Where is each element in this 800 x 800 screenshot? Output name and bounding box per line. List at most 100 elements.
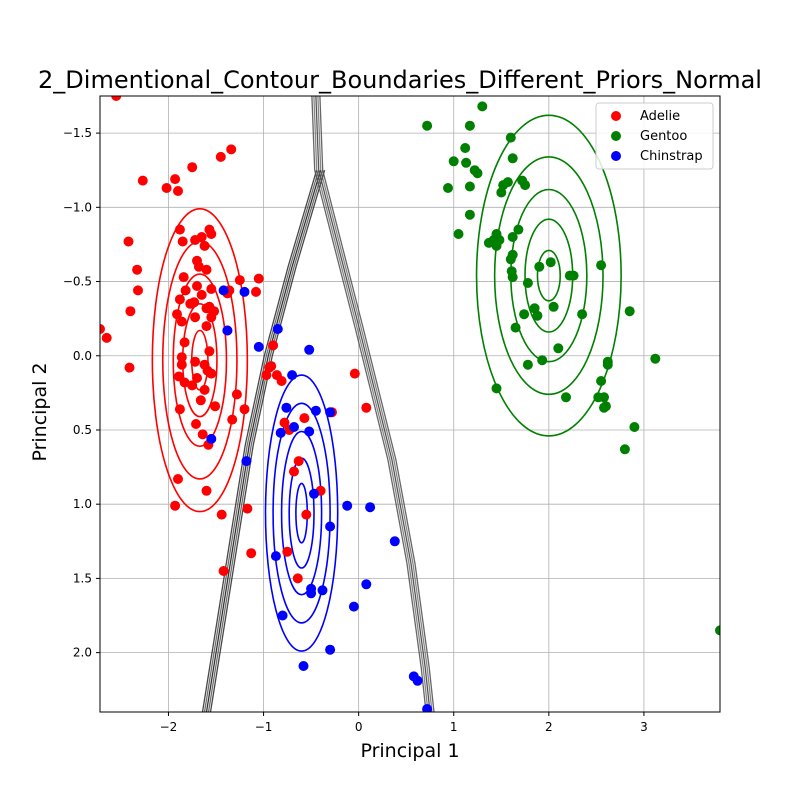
point-adelie <box>192 281 202 291</box>
point-adelie <box>170 174 181 185</box>
point-gentoo <box>422 120 433 131</box>
point-adelie <box>266 361 277 372</box>
point-adelie <box>206 312 217 323</box>
point-chinstrap <box>241 456 252 467</box>
point-adelie <box>206 284 217 294</box>
point-adelie <box>276 376 287 386</box>
decision-boundary-right <box>313 96 429 712</box>
point-adelie <box>173 186 183 196</box>
point-gentoo <box>596 260 607 271</box>
point-gentoo <box>496 187 507 198</box>
point-adelie <box>178 272 189 283</box>
point-adelie <box>199 240 210 251</box>
point-adelie <box>187 162 198 173</box>
point-chinstrap <box>325 644 336 655</box>
point-adelie <box>176 352 187 363</box>
chart-title: 2_Dimentional_Contour_Boundaries_Differe… <box>38 66 762 94</box>
y-tick-label: 0.0 <box>73 349 92 363</box>
y-tick-label: 0.5 <box>73 423 92 437</box>
point-gentoo <box>602 356 613 367</box>
point-adelie <box>282 546 293 557</box>
decision-boundary-right <box>317 96 433 712</box>
point-adelie <box>190 312 201 323</box>
point-adelie <box>124 362 135 373</box>
point-chinstrap <box>310 405 321 416</box>
decision-boundary-left <box>207 170 324 712</box>
point-adelie <box>179 377 190 388</box>
point-gentoo <box>619 444 630 455</box>
point-chinstrap <box>298 661 309 671</box>
point-chinstrap <box>304 426 315 437</box>
y-tick-label: 1.5 <box>73 571 92 585</box>
point-chinstrap <box>325 521 336 532</box>
point-chinstrap <box>325 407 336 418</box>
point-adelie <box>176 316 187 327</box>
point-gentoo <box>650 353 661 364</box>
point-gentoo <box>464 120 475 131</box>
point-adelie <box>279 417 290 428</box>
plot-frame <box>99 95 721 713</box>
point-adelie <box>193 261 204 272</box>
decision-boundary-left <box>205 170 322 712</box>
point-gentoo <box>629 422 640 432</box>
point-chinstrap <box>422 704 433 712</box>
point-gentoo <box>507 153 518 164</box>
point-adelie <box>226 144 237 155</box>
point-chinstrap <box>253 341 264 352</box>
y-tick-label: −0.5 <box>63 275 92 289</box>
point-gentoo <box>520 180 531 191</box>
point-adelie <box>187 380 198 391</box>
point-adelie <box>185 298 196 309</box>
point-gentoo <box>522 278 533 288</box>
point-gentoo <box>577 309 588 320</box>
decision-boundary-right <box>315 96 431 712</box>
point-gentoo <box>715 625 720 636</box>
point-chinstrap <box>317 585 328 596</box>
point-gentoo <box>537 355 548 366</box>
x-tick-label: −1 <box>255 720 273 734</box>
point-adelie <box>179 337 190 348</box>
point-chinstrap <box>222 325 233 336</box>
point-gentoo <box>505 254 516 265</box>
point-chinstrap <box>365 502 376 513</box>
grid <box>100 96 720 712</box>
point-adelie <box>196 232 207 242</box>
point-adelie <box>246 548 257 559</box>
point-adelie <box>137 175 148 186</box>
point-adelie <box>206 368 217 379</box>
point-adelie <box>174 294 185 305</box>
point-adelie <box>231 389 242 400</box>
point-chinstrap <box>239 286 250 297</box>
point-gentoo <box>507 272 518 283</box>
point-adelie <box>180 285 191 296</box>
point-chinstrap <box>306 588 317 599</box>
point-gentoo <box>505 132 516 143</box>
point-gentoo <box>522 359 533 370</box>
x-tick-label: −2 <box>160 720 178 734</box>
contour-adelie <box>151 208 249 513</box>
contour-chinstrap <box>272 402 331 624</box>
point-chinstrap <box>287 370 298 381</box>
point-chinstrap <box>361 579 372 590</box>
point-chinstrap <box>309 488 319 499</box>
point-adelie <box>301 509 312 520</box>
point-adelie <box>239 404 250 415</box>
point-adelie <box>299 413 310 424</box>
point-gentoo <box>491 383 502 394</box>
point-gentoo <box>561 392 571 403</box>
point-adelie <box>210 401 221 412</box>
point-gentoo <box>464 181 475 192</box>
legend-marker-adelie <box>611 111 621 121</box>
point-gentoo <box>545 257 556 268</box>
point-chinstrap <box>277 610 288 621</box>
legend-marker-chinstrap <box>611 151 621 161</box>
decision-boundary-right <box>311 96 427 712</box>
y-tick-label: 1.0 <box>73 497 92 511</box>
point-adelie <box>292 573 303 584</box>
legend-box <box>595 102 714 170</box>
point-gentoo <box>599 392 609 403</box>
point-adelie <box>242 503 253 514</box>
point-gentoo <box>510 322 521 333</box>
point-adelie <box>234 275 245 286</box>
